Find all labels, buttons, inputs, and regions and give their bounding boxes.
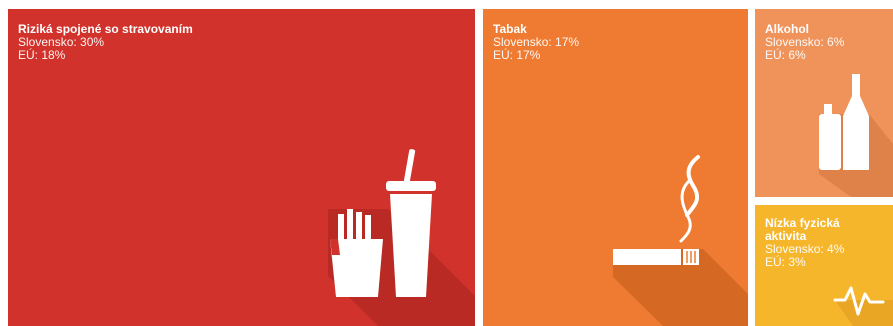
tile-value-slovakia: Slovensko: 4% (765, 242, 845, 256)
heartbeat-icon (833, 286, 893, 326)
tile-low-physical-activity: Nízka fyzická aktivita Slovensko: 4% EÚ:… (755, 205, 893, 326)
bottles-icon (819, 74, 893, 197)
fast-food-icon (328, 149, 475, 326)
tile-tobacco: Tabak Slovensko: 17% EÚ: 17% (483, 9, 748, 326)
tile-value-eu: EÚ: 6% (765, 48, 806, 62)
tile-value-eu: EÚ: 18% (18, 48, 66, 62)
tile-title: Alkohol (765, 22, 809, 36)
tile-diet-risks: Riziká spojené so stravovaním Slovensko:… (8, 9, 475, 326)
tile-alcohol: Alkohol Slovensko: 6% EÚ: 6% (755, 9, 893, 197)
cigarette-icon (613, 155, 748, 326)
tile-title: Tabak (493, 22, 527, 36)
tile-title: Nízka fyzická aktivita (765, 216, 840, 243)
tile-value-slovakia: Slovensko: 17% (493, 35, 580, 49)
tile-value-slovakia: Slovensko: 6% (765, 35, 845, 49)
tile-value-slovakia: Slovensko: 30% (18, 35, 105, 49)
tile-value-eu: EÚ: 17% (493, 48, 541, 62)
tile-title: Riziká spojené so stravovaním (18, 22, 193, 36)
tile-value-eu: EÚ: 3% (765, 255, 806, 269)
